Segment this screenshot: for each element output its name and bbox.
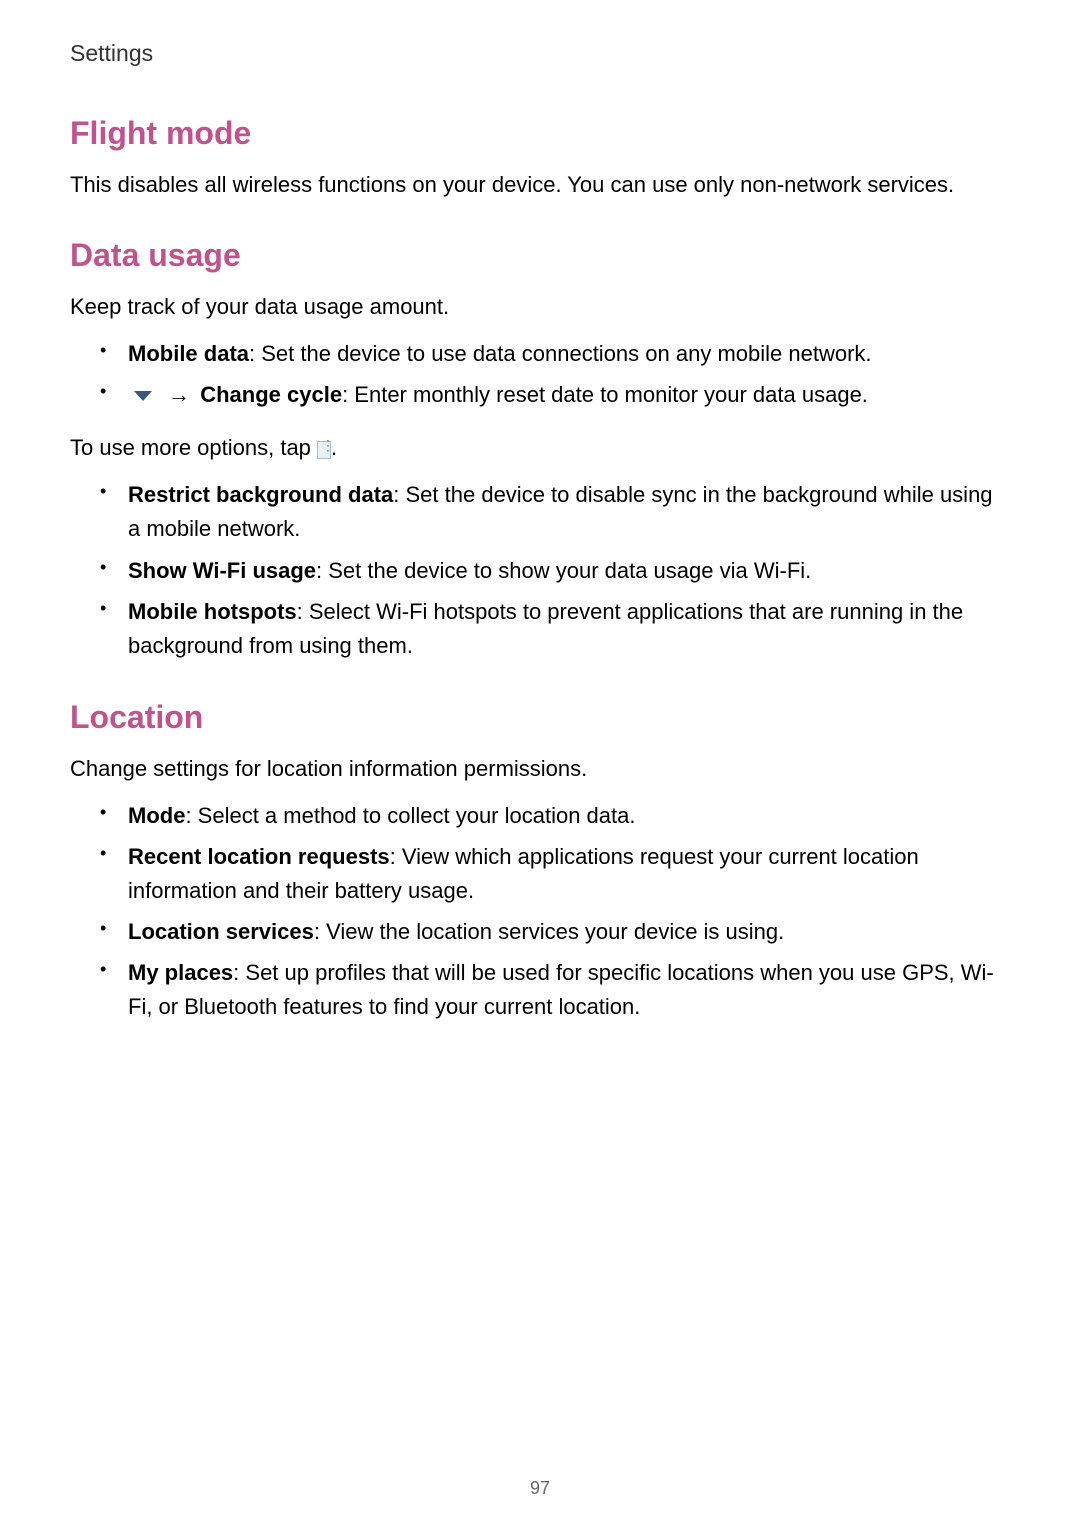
- page-number: 97: [0, 1478, 1080, 1499]
- data-usage-list: Mobile data: Set the device to use data …: [70, 337, 1010, 413]
- change-cycle-label: Change cycle: [200, 382, 342, 407]
- more-options-text: To use more options, tap .: [70, 431, 1010, 464]
- location-description: Change settings for location information…: [70, 752, 1010, 785]
- list-item-show-wifi: Show Wi-Fi usage: Set the device to show…: [100, 554, 1010, 588]
- location-services-label: Location services: [128, 919, 314, 944]
- list-item-recent-requests: Recent location requests: View which app…: [100, 840, 1010, 908]
- list-item-mobile-hotspots: Mobile hotspots: Select Wi-Fi hotspots t…: [100, 595, 1010, 663]
- my-places-label: My places: [128, 960, 233, 985]
- data-usage-heading: Data usage: [70, 237, 1010, 274]
- mobile-data-text: : Set the device to use data connections…: [249, 341, 872, 366]
- page-header: Settings: [70, 40, 1010, 67]
- change-cycle-text: : Enter monthly reset date to monitor yo…: [342, 382, 868, 407]
- list-item-mobile-data: Mobile data: Set the device to use data …: [100, 337, 1010, 371]
- list-item-location-services: Location services: View the location ser…: [100, 915, 1010, 949]
- list-item-mode: Mode: Select a method to collect your lo…: [100, 799, 1010, 833]
- list-item-restrict-bg: Restrict background data: Set the device…: [100, 478, 1010, 546]
- dropdown-icon: [132, 379, 154, 413]
- show-wifi-label: Show Wi-Fi usage: [128, 558, 316, 583]
- overflow-menu-icon: [317, 441, 331, 459]
- mode-label: Mode: [128, 803, 185, 828]
- recent-requests-label: Recent location requests: [128, 844, 390, 869]
- location-list: Mode: Select a method to collect your lo…: [70, 799, 1010, 1025]
- flight-mode-heading: Flight mode: [70, 115, 1010, 152]
- location-heading: Location: [70, 699, 1010, 736]
- arrow-text: →: [162, 382, 196, 407]
- mode-text: : Select a method to collect your locati…: [185, 803, 635, 828]
- location-services-text: : View the location services your device…: [314, 919, 784, 944]
- mobile-data-label: Mobile data: [128, 341, 249, 366]
- list-item-change-cycle: → Change cycle: Enter monthly reset date…: [100, 378, 1010, 413]
- flight-mode-description: This disables all wireless functions on …: [70, 168, 1010, 201]
- list-item-my-places: My places: Set up profiles that will be …: [100, 956, 1010, 1024]
- more-options-prefix: To use more options, tap: [70, 435, 317, 460]
- my-places-text: : Set up profiles that will be used for …: [128, 960, 994, 1019]
- more-options-list: Restrict background data : Set the device…: [70, 478, 1010, 662]
- mobile-hotspots-label: Mobile hotspots: [128, 599, 297, 624]
- data-usage-description: Keep track of your data usage amount.: [70, 290, 1010, 323]
- show-wifi-text: : Set the device to show your data usage…: [316, 558, 811, 583]
- restrict-bg-label: Restrict background data: [128, 482, 393, 507]
